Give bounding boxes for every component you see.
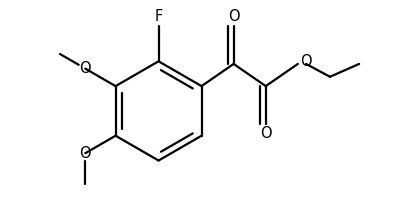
Text: O: O (300, 54, 312, 69)
Text: F: F (154, 9, 163, 24)
Text: O: O (79, 61, 91, 76)
Text: O: O (79, 146, 91, 161)
Text: O: O (260, 126, 272, 141)
Text: O: O (228, 9, 239, 24)
